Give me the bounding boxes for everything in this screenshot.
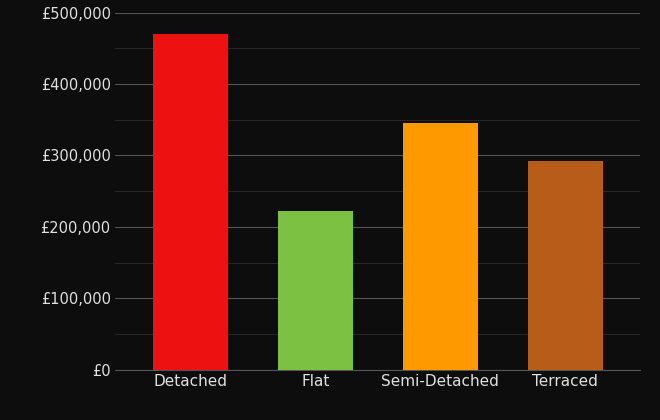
Bar: [278, 211, 353, 370]
Bar: [153, 34, 228, 370]
Bar: [528, 161, 603, 370]
Bar: [403, 123, 478, 370]
